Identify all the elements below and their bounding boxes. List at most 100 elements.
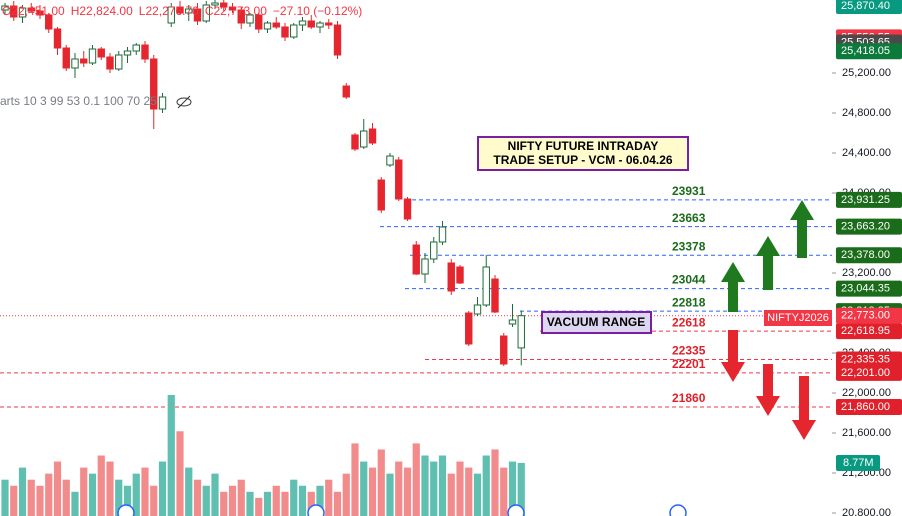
candle-body: [176, 6, 184, 14]
candle-body: [10, 5, 18, 18]
volume-bar: [80, 467, 88, 516]
symbol-tag: [764, 310, 832, 326]
volume-bar: [307, 491, 315, 516]
volume-bar: [333, 491, 342, 516]
level-tag: [836, 323, 902, 340]
candle-body: [395, 159, 403, 200]
volume-bar: [36, 485, 44, 516]
event-icon[interactable]: [669, 504, 687, 516]
level-tag: [836, 191, 902, 208]
volume-bar: [360, 461, 368, 516]
ohlc-value: L22,276.70: [139, 4, 199, 18]
level-tag: [836, 218, 902, 235]
up-arrow: [756, 236, 780, 290]
candle-body: [272, 22, 280, 28]
y-tick-label: 24,400.00: [842, 147, 891, 159]
y-tick-label: 25,200.00: [842, 67, 891, 79]
level-tag: [836, 364, 902, 381]
level-text: 21860: [672, 391, 706, 405]
candle-body: [500, 335, 508, 365]
level-tag-label: 23,378.00: [841, 249, 890, 261]
level-text: 22618: [672, 315, 706, 329]
level-text: 23378: [672, 239, 706, 253]
candle-body: [115, 54, 123, 70]
y-tick-label: 21,600.00: [842, 427, 891, 439]
eye-slash: [177, 95, 191, 109]
down-arrow: [792, 376, 816, 440]
volume-bar: [27, 479, 35, 516]
arrows: [721, 200, 816, 440]
event-icon[interactable]: [307, 504, 325, 516]
candle-body: [106, 56, 114, 70]
event-icons: [117, 504, 687, 516]
eye: [176, 97, 192, 107]
volume-bar: [368, 467, 377, 516]
candle-body: [377, 179, 385, 211]
level-tag-label: 22,335.35: [841, 353, 890, 365]
volume-bar: [185, 467, 193, 516]
candle-body: [263, 22, 272, 30]
down-arrow: [721, 330, 745, 382]
candle-body: [62, 47, 70, 69]
volume-bar: [18, 467, 27, 516]
volume-bar: [500, 467, 508, 516]
candle-body: [438, 226, 447, 243]
down-arrow: [756, 364, 780, 416]
title-box: NIFTY FUTURE INTRADAY TRADE SETUP - VCM …: [477, 136, 689, 171]
volume-bar: [1, 479, 9, 516]
volume-bar: [167, 395, 175, 516]
annotation: VACUUM RANGE: [547, 315, 645, 329]
volume-bar: [97, 455, 105, 516]
volume-bar: [386, 473, 394, 516]
volume-bar: [150, 485, 158, 516]
volume-bar: [106, 461, 114, 516]
volume-bar: [351, 443, 359, 516]
y-tick-label: 24,800.00: [842, 107, 891, 119]
volume-bar: [412, 443, 420, 516]
candle-body: [473, 304, 482, 315]
candle-body: [45, 14, 53, 30]
event-icon[interactable]: [117, 504, 135, 516]
candle-body: [80, 58, 88, 64]
volume-bar: [298, 485, 307, 516]
level-tag-label: 23,931.25: [841, 194, 890, 206]
volume-bar: [508, 461, 517, 516]
annotation-frame: [541, 311, 652, 334]
candle-body: [255, 14, 263, 30]
level-tag: [836, 280, 902, 297]
chart-subtitle: TRADE SETUP - VCM - 06.04.26: [493, 153, 672, 167]
level-tag: [836, 247, 902, 264]
ohlc-value: −27.10 (−0.12%): [273, 4, 362, 18]
volume-bar: [88, 473, 97, 516]
price-tag-label: 25,870.40: [841, 0, 890, 12]
candle-body: [298, 20, 307, 26]
y-tick-label: 20,800.00: [842, 507, 891, 516]
candle-body: [412, 244, 420, 275]
volume-bar: [325, 479, 333, 516]
volume-bar: [473, 473, 482, 516]
candle-body: [141, 44, 149, 60]
level-text: 23931: [672, 184, 706, 198]
volume-bar: [447, 473, 455, 516]
candle-body: [237, 9, 245, 24]
volume-bar: [237, 479, 245, 516]
candle-body: [123, 50, 132, 56]
candle-body: [316, 22, 324, 28]
volume-bar: [430, 461, 438, 516]
candle-body: [430, 241, 438, 260]
candle-body: [220, 2, 228, 8]
candle-body: [158, 96, 167, 110]
candle-body: [202, 4, 210, 22]
volume-bar: [193, 479, 202, 516]
candle-body: [456, 266, 464, 284]
candle-body: [351, 134, 359, 150]
volume-bar: [132, 473, 140, 516]
candle-body: [342, 85, 350, 98]
volume-bar: [421, 455, 429, 516]
level-tag-label: 22,201.00: [841, 367, 890, 379]
volume-bar: [220, 491, 228, 516]
ohlc-value: H22,824.00: [71, 4, 133, 18]
candle-body: [167, 6, 175, 24]
event-icon[interactable]: [507, 504, 525, 516]
candle-body: [185, 8, 193, 14]
